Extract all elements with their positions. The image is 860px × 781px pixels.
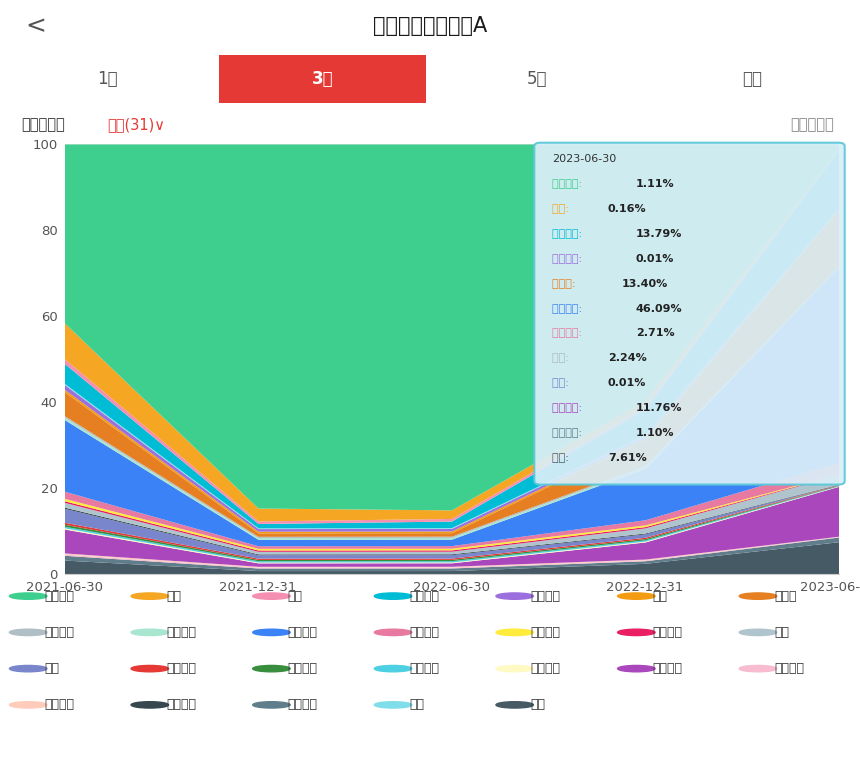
FancyBboxPatch shape (219, 55, 426, 103)
Circle shape (253, 701, 290, 708)
Text: 银行: 银行 (287, 590, 303, 603)
Circle shape (374, 593, 412, 599)
Circle shape (9, 629, 47, 636)
Text: 基础化工:: 基础化工: (552, 254, 586, 264)
Text: 选择行业：: 选择行业： (22, 117, 65, 133)
Circle shape (496, 593, 533, 599)
Text: 计算机:: 计算机: (552, 279, 579, 289)
FancyBboxPatch shape (534, 143, 845, 484)
Text: 家用电器:: 家用电器: (552, 403, 586, 413)
Text: 医药生物:: 医药生物: (552, 179, 586, 189)
Circle shape (740, 665, 777, 672)
Text: 2023-06-30: 2023-06-30 (552, 154, 617, 164)
Circle shape (617, 629, 655, 636)
Text: 46.09%: 46.09% (636, 304, 682, 313)
Circle shape (253, 629, 290, 636)
Circle shape (131, 701, 169, 708)
Text: 机械设备:: 机械设备: (552, 304, 586, 313)
Text: 家用电器: 家用电器 (653, 662, 683, 675)
Text: 0.16%: 0.16% (608, 204, 647, 214)
Text: 汽车: 汽车 (45, 662, 59, 675)
Text: 1.11%: 1.11% (636, 179, 674, 189)
Text: 电力设备: 电力设备 (409, 590, 439, 603)
Circle shape (374, 701, 412, 708)
Text: 计算机: 计算机 (774, 590, 796, 603)
Text: 钢铁: 钢铁 (409, 698, 424, 711)
Text: 电子: 电子 (166, 590, 181, 603)
Text: 0.01%: 0.01% (608, 378, 646, 388)
Circle shape (496, 629, 533, 636)
Text: 环保:: 环保: (552, 354, 573, 363)
Text: 建筑装饰: 建筑装饰 (774, 662, 804, 675)
Circle shape (617, 593, 655, 599)
Circle shape (374, 629, 412, 636)
Circle shape (131, 665, 169, 672)
Text: 农林牧渔: 农林牧渔 (409, 662, 439, 675)
Text: 2.71%: 2.71% (636, 329, 674, 338)
Circle shape (9, 701, 47, 708)
Text: 11.76%: 11.76% (636, 403, 682, 413)
Text: 1年: 1年 (97, 70, 118, 88)
Circle shape (131, 629, 169, 636)
Circle shape (253, 593, 290, 599)
Text: 全部: 全部 (742, 70, 763, 88)
Text: 博时创新经济混合A: 博时创新经济混合A (373, 16, 487, 36)
Text: 3年: 3年 (311, 70, 334, 88)
Text: 建筑材料: 建筑材料 (45, 698, 74, 711)
Text: 国防军工: 国防军工 (287, 662, 317, 675)
Text: <: < (26, 14, 46, 38)
Text: 1.10%: 1.10% (636, 428, 674, 438)
Circle shape (9, 665, 47, 672)
Circle shape (496, 665, 533, 672)
Text: 食品饮料: 食品饮料 (166, 626, 196, 639)
Text: 传媒: 传媒 (653, 590, 667, 603)
Text: 环保: 环保 (774, 626, 789, 639)
Text: 交通运输:: 交通运输: (552, 428, 586, 438)
Text: 电子:: 电子: (552, 204, 573, 214)
Text: 轻工制造: 轻工制造 (166, 698, 196, 711)
Circle shape (496, 701, 533, 708)
Circle shape (253, 665, 290, 672)
Text: 交通运输: 交通运输 (287, 698, 317, 711)
Circle shape (9, 593, 47, 599)
Text: 医药生物: 医药生物 (45, 590, 74, 603)
Text: 5年: 5年 (527, 70, 548, 88)
Text: 13.79%: 13.79% (636, 229, 682, 239)
Circle shape (740, 629, 777, 636)
Circle shape (131, 593, 169, 599)
Text: 电力设备:: 电力设备: (552, 229, 586, 239)
Text: 申万(31)∨: 申万(31)∨ (108, 117, 165, 133)
Text: 汽车:: 汽车: (552, 378, 573, 388)
Text: 机械设备: 机械设备 (287, 626, 317, 639)
Text: 纺织服饰: 纺织服饰 (531, 662, 561, 675)
Text: 13.40%: 13.40% (622, 279, 668, 289)
Text: 公用事业:: 公用事业: (552, 329, 586, 338)
Text: 非银金融: 非银金融 (166, 662, 196, 675)
Text: 0.01%: 0.01% (636, 254, 674, 264)
Text: 2.24%: 2.24% (608, 354, 647, 363)
Text: 7.61%: 7.61% (608, 453, 647, 463)
Text: 基础化工: 基础化工 (531, 590, 561, 603)
Text: 有色金属: 有色金属 (531, 626, 561, 639)
Text: 通信: 通信 (531, 698, 546, 711)
Text: 查看季报（: 查看季报（ (790, 117, 834, 133)
Circle shape (740, 593, 777, 599)
Text: 通信:: 通信: (552, 453, 573, 463)
Text: 美容护理: 美容护理 (653, 626, 683, 639)
Circle shape (374, 665, 412, 672)
Text: 公用事业: 公用事业 (409, 626, 439, 639)
Circle shape (617, 665, 655, 672)
Text: 商贸零售: 商贸零售 (45, 626, 74, 639)
